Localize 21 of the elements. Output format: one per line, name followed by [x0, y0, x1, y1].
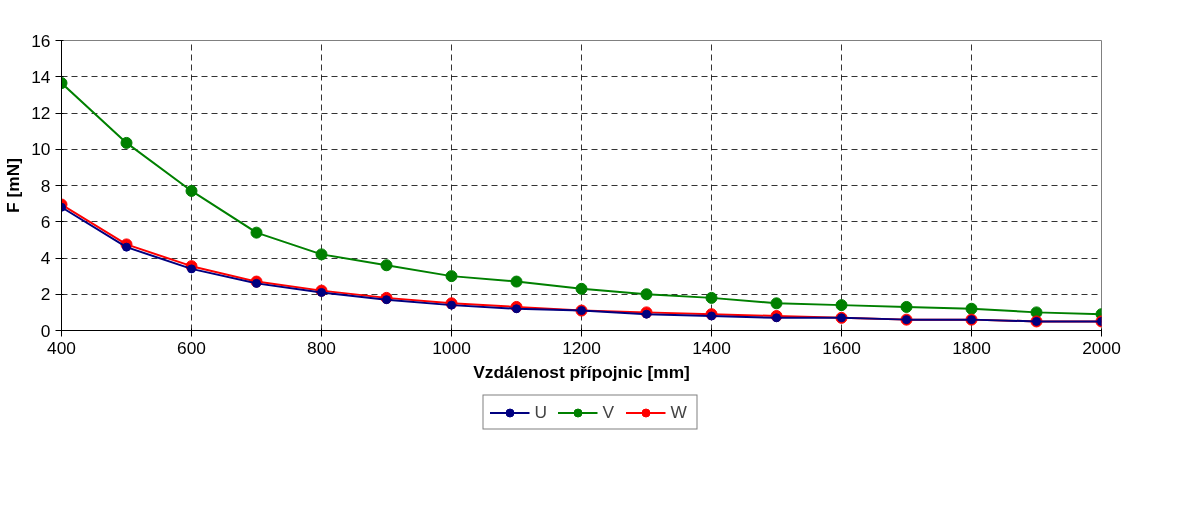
y-tick-label: 12 — [31, 103, 51, 123]
x-tick-label: 2000 — [1082, 337, 1121, 358]
y-tick-label: 14 — [31, 66, 51, 87]
y-tick-label: 10 — [31, 139, 51, 160]
legend-label: V — [602, 401, 616, 423]
x-tick-label: 1400 — [692, 337, 731, 358]
x-tick-label: 1800 — [952, 337, 991, 358]
y-tick-label: 8 — [40, 175, 51, 196]
y-tick-label: 16 — [31, 30, 51, 51]
y-axis-title: F [mN] — [3, 158, 24, 213]
x-tick-label: 800 — [307, 337, 336, 358]
x-tick-label: 600 — [177, 337, 206, 358]
x-tick-label: 1200 — [562, 337, 601, 358]
x-tick-label: 1600 — [822, 337, 861, 358]
y-tick-label: 2 — [40, 284, 51, 305]
y-tick-label: 4 — [40, 248, 51, 268]
legend-label: W — [670, 401, 688, 423]
y-tick-label: 6 — [40, 211, 51, 232]
x-tick-label: 1000 — [432, 337, 471, 358]
legend-label: U — [534, 401, 548, 423]
x-axis-title: Vzdálenost přípojnic [mm] — [473, 361, 690, 382]
